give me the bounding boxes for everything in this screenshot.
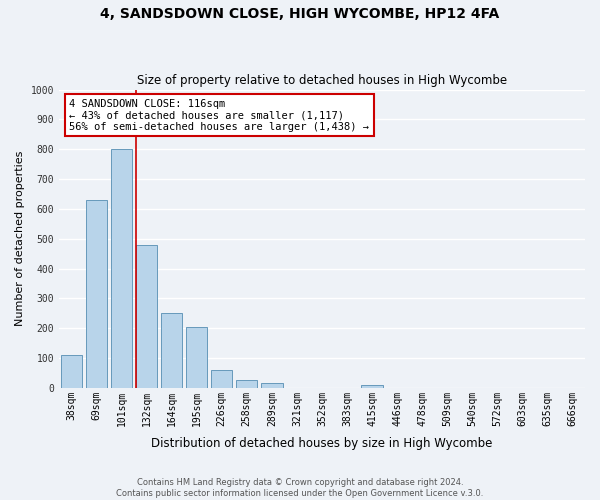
Bar <box>111 149 132 388</box>
Bar <box>211 370 232 388</box>
Text: Contains HM Land Registry data © Crown copyright and database right 2024.
Contai: Contains HM Land Registry data © Crown c… <box>116 478 484 498</box>
Bar <box>61 355 82 388</box>
Text: 4 SANDSDOWN CLOSE: 116sqm
← 43% of detached houses are smaller (1,117)
56% of se: 4 SANDSDOWN CLOSE: 116sqm ← 43% of detac… <box>70 98 370 132</box>
Y-axis label: Number of detached properties: Number of detached properties <box>15 151 25 326</box>
Bar <box>161 314 182 388</box>
Bar <box>261 384 283 388</box>
Bar <box>361 385 383 388</box>
Bar <box>136 244 157 388</box>
X-axis label: Distribution of detached houses by size in High Wycombe: Distribution of detached houses by size … <box>151 437 493 450</box>
Bar <box>236 380 257 388</box>
Text: 4, SANDSDOWN CLOSE, HIGH WYCOMBE, HP12 4FA: 4, SANDSDOWN CLOSE, HIGH WYCOMBE, HP12 4… <box>100 8 500 22</box>
Bar <box>86 200 107 388</box>
Title: Size of property relative to detached houses in High Wycombe: Size of property relative to detached ho… <box>137 74 507 87</box>
Bar <box>186 326 208 388</box>
